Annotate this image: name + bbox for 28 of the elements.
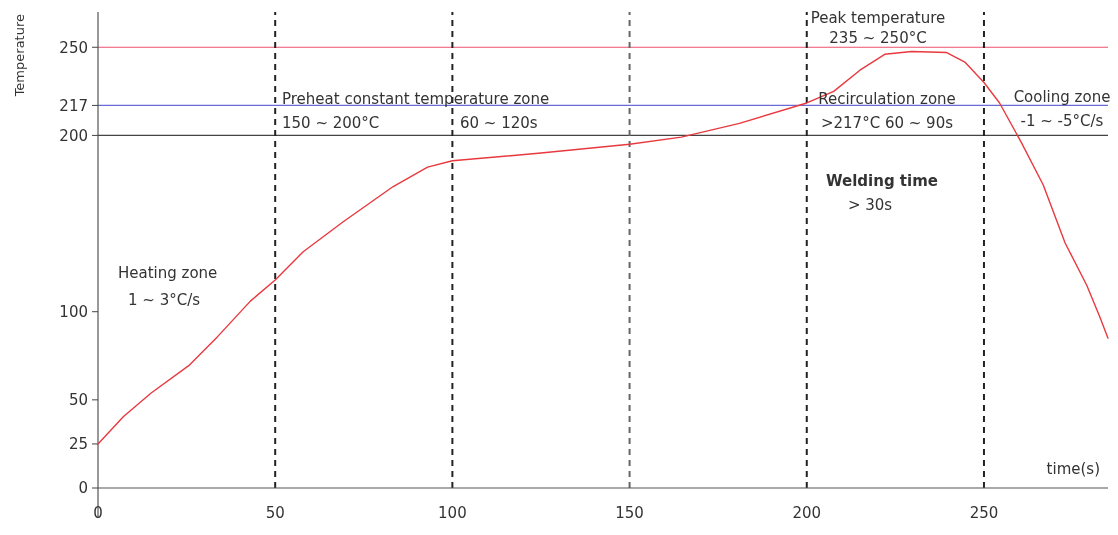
y-tick-label: 217 [59,96,88,115]
annotation: > 30s [847,196,893,214]
x-tick-label: 150 [615,504,644,522]
y-tick-label: 25 [68,435,88,454]
annotation: Preheat constant temperature zone [282,90,550,108]
annotation: 235 ~ 250°C [829,29,927,47]
annotation: 1 ~ 3°C/s [128,291,201,309]
x-tick-label: 50 [265,504,285,522]
annotation: Peak temperature [810,9,946,27]
x-tick-label: 0 [93,504,103,522]
y-tick-label: 250 [59,38,88,57]
annotation: Heating zone [118,264,218,282]
y-tick-label: 50 [68,391,88,410]
annotation: Welding time [826,172,938,190]
y-tick-label: 0 [78,479,88,498]
x-tick-label: 100 [438,504,467,522]
y-tick-label: 100 [59,302,88,321]
x-tick-label: 200 [792,504,822,522]
x-tick-label: 250 [969,504,999,522]
y-tick-label: 200 [59,126,88,145]
x-axis-title: time(s) [1046,460,1100,478]
annotation: Recirculation zone [818,90,956,108]
annotation: -1 ~ -5°C/s [1020,112,1104,130]
annotation: 150 ~ 200°C [282,114,380,132]
annotation: Cooling zone [1013,88,1111,106]
y-axis-title: Temperature [12,14,27,98]
annotation: 60 ~ 120s [460,114,538,132]
annotation: >217°C 60 ~ 90s [820,114,954,132]
